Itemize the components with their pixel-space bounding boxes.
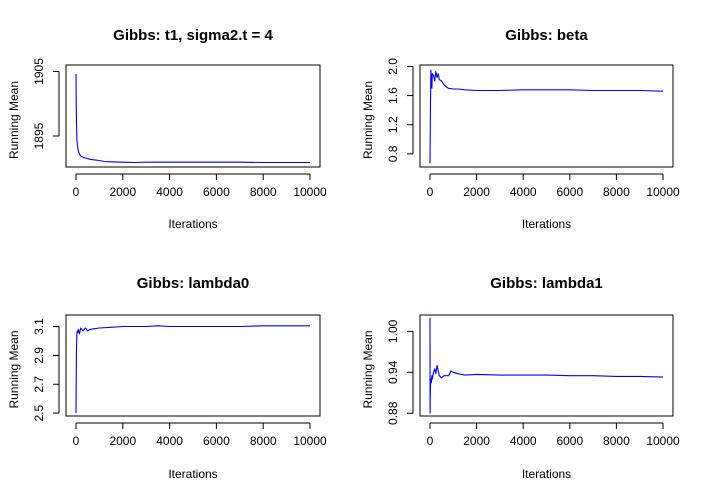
- x-tick-label: 6000: [203, 185, 230, 199]
- x-axis-label: Iterations: [522, 467, 571, 481]
- x-tick-label: 4000: [156, 434, 183, 448]
- plot-frame: [419, 64, 674, 168]
- y-tick-label: 0.88: [386, 401, 400, 425]
- y-axis-label: Running Mean: [7, 81, 21, 159]
- x-tick-label: 6000: [556, 185, 583, 199]
- x-tick-label: 0: [73, 185, 80, 199]
- y-tick-label: 2.7: [32, 376, 46, 393]
- x-tick-label: 0: [73, 434, 80, 448]
- x-tick-label: 4000: [510, 185, 537, 199]
- y-tick-label: 2.5: [32, 404, 46, 421]
- y-axis-label: Running Mean: [361, 81, 375, 159]
- series-line: [75, 325, 310, 414]
- x-tick-label: 0: [427, 185, 434, 199]
- chart-title: Gibbs: lambda1: [490, 275, 603, 292]
- chart-title: Gibbs: lambda0: [137, 275, 250, 292]
- plot-frame: [419, 314, 674, 417]
- x-tick-label: 2000: [463, 434, 490, 448]
- plot-frame: [65, 314, 321, 417]
- x-tick-label: 10000: [646, 185, 680, 199]
- y-tick-label: 2.0: [386, 58, 400, 75]
- y-tick-label: 3.1: [32, 318, 46, 335]
- series-line: [75, 73, 310, 164]
- panel-3: Gibbs: lambda0 Iterations Running Mean 0 200…: [7, 275, 327, 481]
- x-tick-label: 8000: [603, 434, 630, 448]
- panel-2: Gibbs: beta Iterations Running Mean 0 2000 40…: [361, 27, 680, 231]
- x-tick-label: 10000: [293, 185, 327, 199]
- x-tick-label: 2000: [109, 434, 136, 448]
- y-tick-label: 1.6: [386, 87, 400, 104]
- x-tick-label: 8000: [250, 434, 277, 448]
- x-tick-label: 2000: [463, 185, 490, 199]
- y-tick-label: 1895: [32, 122, 46, 149]
- panel-4: Gibbs: lambda1 Iterations Running Mean 0 200…: [361, 275, 680, 481]
- panel-1: Gibbs: t1, sigma2.t = 4 Iterations Running…: [7, 27, 327, 231]
- x-tick-label: 10000: [646, 434, 680, 448]
- x-tick-label: 4000: [156, 185, 183, 199]
- y-tick-label: 1905: [32, 58, 46, 85]
- chart-title: Gibbs: beta: [505, 27, 588, 44]
- x-tick-label: 6000: [556, 434, 583, 448]
- plot-frame: [65, 64, 321, 168]
- x-tick-label: 6000: [203, 434, 230, 448]
- y-axis-label: Running Mean: [361, 330, 375, 408]
- y-tick-label: 0.8: [386, 145, 400, 162]
- x-tick-label: 0: [427, 434, 434, 448]
- series-line: [429, 69, 664, 164]
- y-tick-label: 1.00: [386, 319, 400, 343]
- x-tick-label: 8000: [603, 185, 630, 199]
- x-tick-label: 10000: [293, 434, 327, 448]
- y-tick-label: 0.94: [386, 360, 400, 384]
- x-tick-label: 8000: [250, 185, 277, 199]
- x-axis-label: Iterations: [168, 467, 217, 481]
- x-axis-label: Iterations: [168, 217, 217, 231]
- x-axis-label: Iterations: [522, 217, 571, 231]
- x-tick-label: 2000: [109, 185, 136, 199]
- y-tick-label: 1.2: [386, 116, 400, 133]
- x-tick-label: 4000: [510, 434, 537, 448]
- y-tick-label: 2.9: [32, 347, 46, 364]
- chart-title: Gibbs: t1, sigma2.t = 4: [113, 27, 273, 44]
- y-axis-label: Running Mean: [7, 330, 21, 408]
- series-line: [429, 317, 664, 414]
